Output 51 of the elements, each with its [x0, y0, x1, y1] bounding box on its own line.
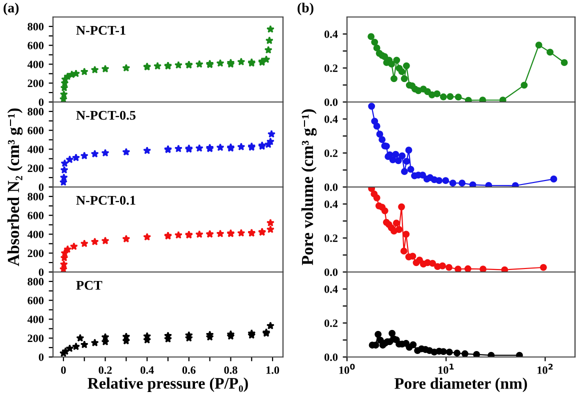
y-tick-label: 0.2 — [324, 319, 338, 328]
y-tick-label: 0 — [38, 353, 44, 361]
x-tick-label: 10$^{0}$ — [339, 364, 355, 374]
y-tick-label: 600 — [28, 42, 44, 50]
y-tick-label: 0.0 — [324, 353, 338, 362]
y-tick-label: 400 — [27, 60, 44, 68]
y-tick-label: 0.2 — [324, 149, 338, 158]
y-tick-label: 800 — [28, 108, 44, 116]
x-tick-label: 0.6 — [182, 366, 196, 374]
y-tick-label: 400 — [27, 230, 44, 238]
x-axis-title: Pore diameter (nm) — [394, 378, 527, 392]
x-tick-label: 1.0 — [266, 366, 280, 374]
y-tick-label: 600 — [28, 212, 44, 220]
y-tick-label: 0 — [38, 98, 44, 106]
text: N-PCT-0.1 — [76, 196, 136, 205]
text: N-PCT-0.5 — [76, 110, 136, 120]
x-tick-label: 0.4 — [140, 366, 154, 374]
text: N-PCT-1 — [76, 26, 126, 35]
y-tick-label: 0.0 — [324, 183, 338, 192]
text: PCT — [76, 280, 102, 290]
x-tick-label: 0.2 — [98, 366, 112, 374]
y-tick-label: 0.4 — [324, 200, 338, 208]
x-tick-label: 10$^{1}$ — [438, 364, 454, 374]
y-tick-label: 200 — [28, 250, 44, 258]
x-tick-label: 10$^{2}$ — [538, 364, 553, 374]
y-tick-label: 200 — [28, 334, 44, 342]
y-tick-label: 800 — [28, 22, 44, 30]
y-tick-label: 0 — [38, 268, 44, 276]
y-tick-label: 0.2 — [324, 234, 338, 242]
y-tick-label: 400 — [27, 146, 44, 154]
text: (a) — [4, 2, 19, 16]
text: (b) — [298, 2, 314, 16]
y-tick-label: 400 — [27, 316, 44, 324]
x-axis-title: Relative pressure (P/P₀) — [88, 377, 248, 392]
y-tick-label: 0.2 — [324, 64, 338, 72]
y-tick-label: 0.0 — [324, 98, 338, 106]
y-tick-label: 600 — [28, 126, 44, 134]
y-tick-label: 0.4 — [324, 30, 338, 38]
y-tick-label: 0.4 — [324, 285, 338, 294]
y-axis-title: Pore volume (cm³ g⁻¹) — [301, 109, 317, 266]
y-tick-label: 0 — [38, 183, 44, 191]
y-tick-label: 200 — [28, 80, 44, 88]
y-tick-label: 800 — [28, 278, 44, 286]
y-tick-label: 600 — [28, 296, 44, 304]
x-tick-label: 0.8 — [224, 366, 238, 374]
x-tick-label: 0 — [61, 366, 66, 374]
y-tick-label: 0.4 — [324, 115, 338, 124]
y-axis-title: Absorbed N₂ (cm³ g⁻¹) — [7, 108, 23, 266]
y-tick-label: 800 — [28, 192, 44, 200]
y-tick-label: 200 — [28, 164, 44, 172]
y-tick-label: 0.0 — [324, 268, 338, 276]
